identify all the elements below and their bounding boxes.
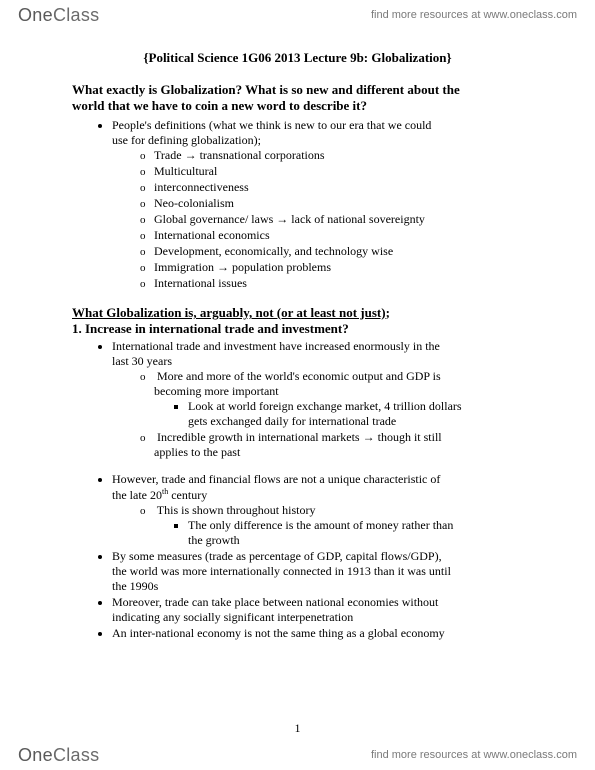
footer-tagline: find more resources at www.oneclass.com xyxy=(371,749,577,761)
list-item: However, trade and financial flows are n… xyxy=(112,472,523,548)
list-item: Look at world foreign exchange market, 4… xyxy=(188,399,523,429)
list-item: Global governance/ laws → lack of nation… xyxy=(140,212,523,227)
brand-part1: One xyxy=(18,745,53,765)
definitions-list: People's definitions (what we think is n… xyxy=(112,118,523,291)
list-item: Immigration → population problems xyxy=(140,260,523,275)
brand-logo: OneClass xyxy=(18,5,99,26)
section-heading: What Globalization is, arguably, not (or… xyxy=(72,305,386,320)
question-heading: What exactly is Globalization? What is s… xyxy=(72,82,523,114)
list-item: The only difference is the amount of mon… xyxy=(188,518,523,548)
section-subheading: 1. Increase in international trade and i… xyxy=(72,321,349,336)
list-item: People's definitions (what we think is n… xyxy=(112,118,523,291)
list-item: Neo-colonialism xyxy=(140,196,523,211)
document-title: {Political Science 1G06 2013 Lecture 9b:… xyxy=(72,50,523,66)
list-item: Moreover, trade can take place between n… xyxy=(112,595,523,625)
list-item: Trade → transnational corporations xyxy=(140,148,523,163)
list-item: By some measures (trade as percentage of… xyxy=(112,549,523,594)
brand-logo: OneClass xyxy=(18,745,99,766)
sub-list: This is shown throughout history The onl… xyxy=(140,503,523,548)
arrow-icon: → xyxy=(185,148,197,162)
list-item: An inter-national economy is not the sam… xyxy=(112,626,523,641)
header-bar: OneClass find more resources at www.onec… xyxy=(0,0,595,30)
arrow-icon: → xyxy=(363,430,375,444)
list-item: interconnectiveness xyxy=(140,180,523,195)
sub-sub-list: The only difference is the amount of mon… xyxy=(188,518,523,548)
arrow-icon: → xyxy=(217,260,229,274)
list-item: This is shown throughout history The onl… xyxy=(140,503,523,548)
page-number: 1 xyxy=(0,721,595,736)
list-item: International economics xyxy=(140,228,523,243)
brand-part1: One xyxy=(18,5,53,25)
brand-part2: Class xyxy=(53,745,100,765)
brand-part2: Class xyxy=(53,5,100,25)
argument-list: International trade and investment have … xyxy=(112,339,523,641)
footer-bar: OneClass find more resources at www.onec… xyxy=(0,740,595,770)
arrow-icon: → xyxy=(276,212,288,226)
sub-sub-list: Look at world foreign exchange market, 4… xyxy=(188,399,523,429)
section-2: What Globalization is, arguably, not (or… xyxy=(72,305,523,337)
list-item: International issues xyxy=(140,276,523,291)
document-body: {Political Science 1G06 2013 Lecture 9b:… xyxy=(72,50,523,720)
list-item: International trade and investment have … xyxy=(112,339,523,460)
list-item: Multicultural xyxy=(140,164,523,179)
list-item: More and more of the world's economic ou… xyxy=(140,369,523,429)
sub-list: Trade → transnational corporations Multi… xyxy=(140,148,523,291)
list-item: Incredible growth in international marke… xyxy=(140,430,523,460)
sub-list: More and more of the world's economic ou… xyxy=(140,369,523,460)
header-tagline: find more resources at www.oneclass.com xyxy=(371,9,577,21)
list-item: Development, economically, and technolog… xyxy=(140,244,523,259)
